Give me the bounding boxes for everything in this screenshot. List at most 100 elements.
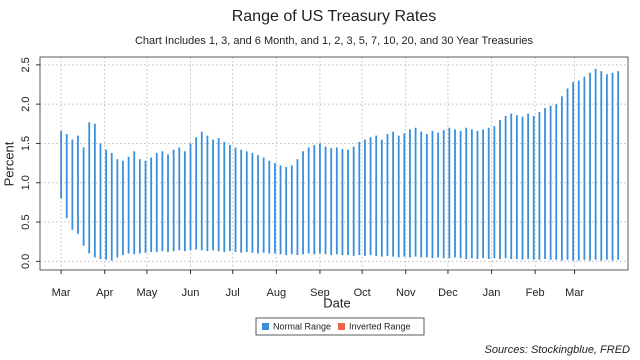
range-bar xyxy=(583,76,586,260)
chart-subtitle: Chart Includes 1, 3, and 6 Month, and 1,… xyxy=(135,35,534,47)
range-bar xyxy=(307,147,310,254)
legend-swatch xyxy=(262,323,269,330)
range-bar xyxy=(605,74,608,260)
x-tick-label: Apr xyxy=(96,287,113,299)
range-bar xyxy=(116,159,119,258)
range-bar xyxy=(380,139,383,257)
range-bar xyxy=(504,115,507,259)
x-tick-label: Mar xyxy=(565,287,584,299)
range-bar xyxy=(409,129,411,258)
range-bar xyxy=(386,134,389,256)
range-bar xyxy=(577,80,580,261)
range-bar xyxy=(313,145,316,255)
x-tick-label: Mar xyxy=(52,287,71,299)
x-tick-label: Aug xyxy=(267,287,287,299)
x-tick-label: Nov xyxy=(396,287,416,299)
range-bar xyxy=(510,113,513,259)
range-bar xyxy=(330,148,333,256)
x-tick-label: Dec xyxy=(438,287,458,299)
range-bar xyxy=(279,165,282,255)
x-tick-label: Oct xyxy=(354,287,371,299)
range-bar xyxy=(172,149,175,252)
range-bar xyxy=(99,143,102,259)
range-bar xyxy=(425,134,428,258)
range-bar xyxy=(150,157,153,252)
range-bar xyxy=(290,165,293,255)
range-bar xyxy=(251,152,254,253)
range-bar xyxy=(71,139,74,230)
range-bar xyxy=(262,157,265,253)
range-bar xyxy=(257,155,259,254)
legend-label: Inverted Range xyxy=(349,321,411,331)
range-bar xyxy=(183,151,186,252)
range-bar xyxy=(617,71,620,260)
range-bar xyxy=(375,135,378,256)
y-tick-label: 0.0 xyxy=(20,254,32,269)
range-bar xyxy=(223,141,226,252)
range-bar xyxy=(105,149,108,260)
x-tick-label: May xyxy=(137,287,158,299)
y-tick-label: 0.5 xyxy=(20,214,32,229)
range-bar xyxy=(532,115,535,260)
range-bar xyxy=(319,143,321,254)
range-bar xyxy=(302,151,304,255)
range-bar xyxy=(521,116,524,260)
range-bar xyxy=(133,151,136,255)
chart-title: Range of US Treasury Rates xyxy=(232,8,437,25)
range-bar xyxy=(470,129,473,259)
legend-box xyxy=(255,317,425,336)
plot-frame xyxy=(39,56,629,271)
range-bar xyxy=(414,127,417,257)
range-bar xyxy=(110,152,113,261)
range-bar xyxy=(403,133,406,257)
range-bar xyxy=(167,154,169,252)
range-bar xyxy=(566,88,569,260)
range-bar xyxy=(217,137,220,252)
range-bar xyxy=(240,149,243,253)
range-bar xyxy=(555,104,558,260)
range-bar xyxy=(285,167,288,256)
range-bar xyxy=(611,72,614,261)
range-bar xyxy=(544,108,546,259)
range-bar xyxy=(397,135,400,258)
range-bar xyxy=(442,130,445,259)
range-bar xyxy=(465,127,468,259)
range-bar xyxy=(212,139,214,251)
range-bar xyxy=(127,156,130,254)
range-bar xyxy=(178,147,181,251)
range-bar xyxy=(538,112,541,260)
range-bar xyxy=(122,160,124,256)
range-bar xyxy=(60,130,63,199)
range-bar xyxy=(493,126,496,259)
range-bar xyxy=(206,135,209,252)
range-bar xyxy=(358,141,361,256)
range-bar xyxy=(234,147,237,252)
range-bar xyxy=(65,134,68,219)
range-bar xyxy=(420,131,423,258)
y-axis-title: Percent xyxy=(1,141,16,186)
range-bar xyxy=(364,139,366,256)
range-bar xyxy=(454,129,456,258)
range-bar xyxy=(482,129,485,259)
range-bar xyxy=(589,72,591,261)
range-bar xyxy=(448,127,451,259)
range-bar xyxy=(296,159,299,256)
range-bar xyxy=(155,152,158,252)
range-bar xyxy=(77,135,79,234)
range-bar xyxy=(189,143,192,251)
range-bar xyxy=(138,159,141,254)
range-bar xyxy=(82,147,85,246)
range-bar xyxy=(324,146,327,255)
range-bar xyxy=(229,145,231,252)
source-note: Sources: Stockingblue, FRED xyxy=(484,344,630,356)
range-bar xyxy=(341,148,344,256)
range-bar xyxy=(476,130,479,259)
range-bar xyxy=(515,115,518,259)
y-tick-label: 2.5 xyxy=(20,57,32,72)
range-bar xyxy=(93,123,96,258)
x-tick-label: Sep xyxy=(310,287,330,299)
range-bar xyxy=(437,132,439,258)
range-bar xyxy=(431,130,434,259)
range-bar xyxy=(88,122,91,254)
